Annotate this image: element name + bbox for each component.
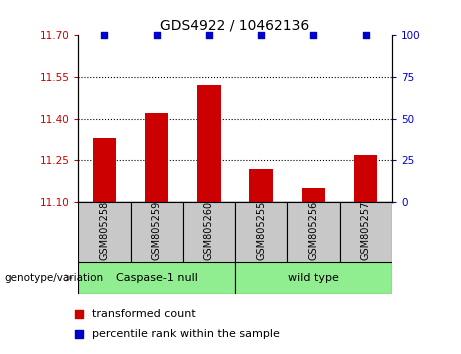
Bar [235, 262, 392, 294]
Point [205, 33, 213, 38]
Bar [235, 202, 287, 262]
Bar [354, 155, 378, 202]
Bar [340, 202, 392, 262]
Text: GSM805260: GSM805260 [204, 201, 214, 260]
Bar [249, 169, 273, 202]
Bar [301, 188, 325, 202]
Text: GSM805258: GSM805258 [100, 201, 110, 260]
Point [153, 33, 160, 38]
Text: wild type: wild type [288, 273, 339, 283]
Bar [287, 202, 340, 262]
Text: GSM805255: GSM805255 [256, 201, 266, 260]
Text: transformed count: transformed count [92, 309, 195, 319]
Bar [145, 113, 169, 202]
Bar [183, 202, 235, 262]
Text: GSM805257: GSM805257 [361, 201, 371, 260]
Bar [197, 85, 221, 202]
Text: percentile rank within the sample: percentile rank within the sample [92, 329, 280, 339]
Bar [93, 138, 116, 202]
Text: GSM805256: GSM805256 [308, 201, 319, 260]
Point [310, 33, 317, 38]
Point [362, 33, 369, 38]
Text: genotype/variation: genotype/variation [5, 273, 104, 283]
Point [75, 311, 83, 316]
Point [75, 331, 83, 337]
Point [258, 33, 265, 38]
Bar [130, 202, 183, 262]
Point [101, 33, 108, 38]
Text: GSM805259: GSM805259 [152, 201, 162, 260]
Title: GDS4922 / 10462136: GDS4922 / 10462136 [160, 19, 310, 33]
Bar [78, 262, 235, 294]
Text: Caspase-1 null: Caspase-1 null [116, 273, 198, 283]
Bar [78, 202, 130, 262]
